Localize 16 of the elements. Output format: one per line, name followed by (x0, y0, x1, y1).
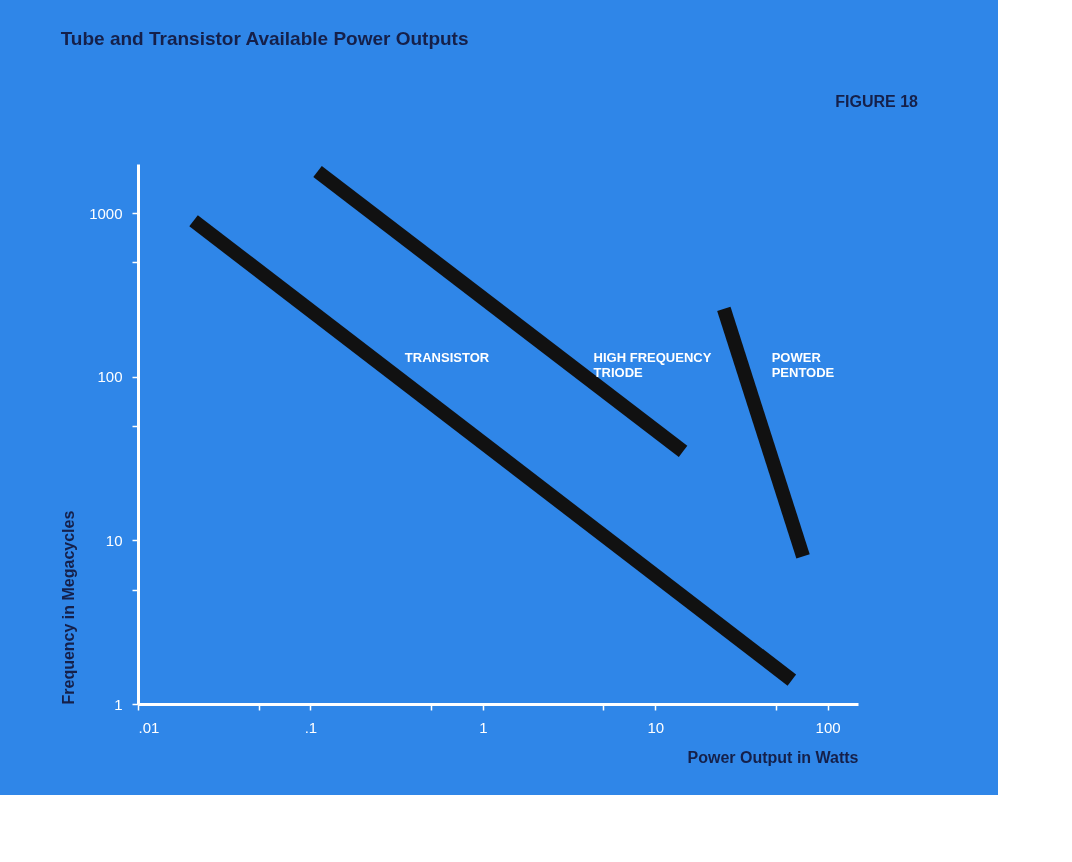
y-tick-label: 100 (97, 368, 123, 386)
series-label: HIGH FREQUENCY TRIODE (593, 350, 712, 381)
y-tick-label: 1 (114, 695, 123, 713)
y-axis-title: Frequency in Megacycles (60, 510, 78, 705)
chart-title: Tube and Transistor Available Power Outputs (60, 28, 469, 49)
caption: FIGURE 18 (835, 93, 919, 110)
series-label: TRANSISTOR (404, 350, 490, 366)
series-label: POWER PENTODE (771, 350, 835, 381)
x-tick-label: 100 (815, 718, 841, 736)
x-tick-label: 1 (479, 718, 488, 736)
x-tick-label: .01 (138, 718, 160, 736)
x-axis-title: Power Output in Watts (687, 748, 859, 766)
x-tick-label: .1 (304, 718, 318, 736)
y-tick-label: 1000 (89, 204, 123, 222)
x-tick-label: 10 (647, 718, 665, 736)
y-tick-label: 10 (105, 531, 123, 549)
